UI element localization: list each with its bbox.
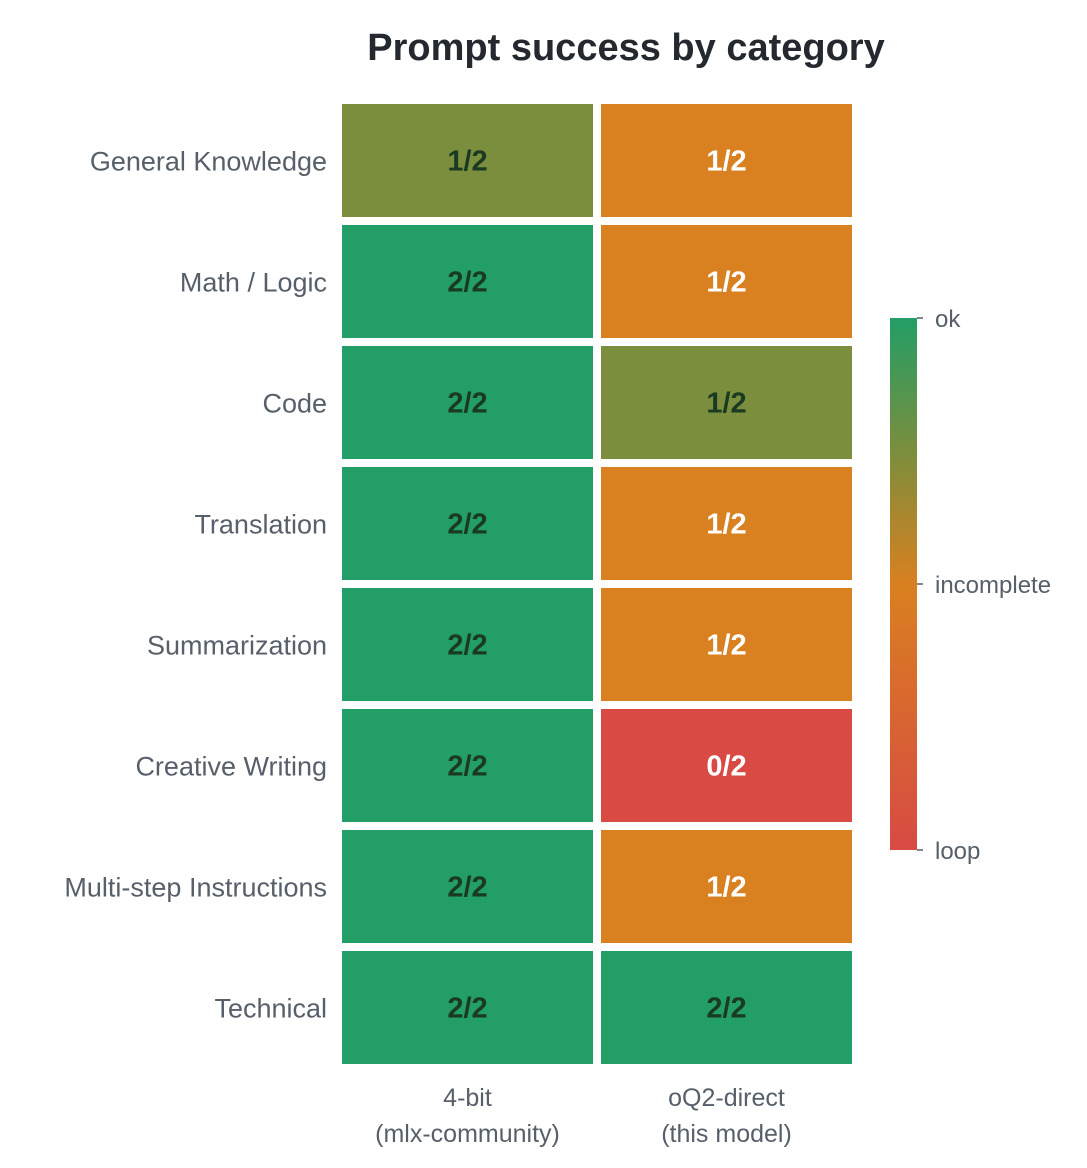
- heatmap-cell-rect: [342, 709, 593, 822]
- row-label-technical: Technical: [214, 994, 327, 1024]
- heatmap-cell-rect: [601, 225, 852, 338]
- row-label-multi-step-instructions: Multi-step Instructions: [64, 873, 327, 903]
- heatmap-cell: 2/2: [601, 951, 852, 1064]
- heatmap-cell-label: 2/2: [447, 267, 487, 299]
- chart-title: Prompt success by category: [367, 27, 884, 69]
- heatmap-cell-rect: [601, 588, 852, 701]
- column-labels: 4-bit (mlx-community) oQ2-direct (this mode…: [375, 1084, 792, 1148]
- heatmap-cell: 2/2: [342, 467, 593, 580]
- heatmap-cell: 1/2: [342, 104, 593, 217]
- heatmap-cell: 1/2: [601, 588, 852, 701]
- heatmap-cell-label: 1/2: [706, 267, 746, 299]
- column-label-line2: (this model): [661, 1120, 792, 1148]
- heatmap-cell-rect: [342, 588, 593, 701]
- row-label-code: Code: [262, 389, 327, 419]
- column-label-line1: oQ2-direct: [668, 1084, 785, 1112]
- heatmap-cell-rect: [601, 104, 852, 217]
- heatmap-cell: 1/2: [601, 467, 852, 580]
- row-label-summarization: Summarization: [147, 631, 327, 661]
- row-labels: General Knowledge Math / Logic Code Transla…: [64, 147, 327, 1024]
- heatmap-cell: 0/2: [601, 709, 852, 822]
- heatmap-cell-rect: [342, 346, 593, 459]
- heatmap-cell: 1/2: [601, 104, 852, 217]
- heatmap-cell-label: 0/2: [706, 751, 746, 783]
- heatmap-cell-rect: [342, 104, 593, 217]
- heatmap-cell-label: 1/2: [706, 388, 746, 420]
- heatmap-cell-label: 1/2: [706, 509, 746, 541]
- heatmap-cell-label: 2/2: [447, 751, 487, 783]
- heatmap-cell-label: 2/2: [447, 630, 487, 662]
- heatmap-cell: 2/2: [342, 709, 593, 822]
- heatmap-cell-label: 1/2: [706, 872, 746, 904]
- heatmap-cell: 2/2: [342, 951, 593, 1064]
- colorbar-tick-label: loop: [935, 838, 980, 865]
- heatmap-cell: 2/2: [342, 346, 593, 459]
- heatmap-cell-label: 1/2: [706, 630, 746, 662]
- row-label-general-knowledge: General Knowledge: [90, 147, 327, 177]
- heatmap-cell-rect: [342, 951, 593, 1064]
- row-label-creative-writing: Creative Writing: [135, 752, 327, 782]
- row-label-math-logic: Math / Logic: [180, 268, 327, 298]
- heatmap-cell: 1/2: [601, 830, 852, 943]
- heatmap-cell-rect: [342, 830, 593, 943]
- heatmap-cell-label: 1/2: [447, 146, 487, 178]
- colorbar-gradient: [890, 318, 917, 850]
- heatmap-cell-label: 2/2: [447, 993, 487, 1025]
- heatmap-cell-label: 2/2: [447, 388, 487, 420]
- heatmap-cell-rect: [601, 467, 852, 580]
- heatmap-cell-label: 1/2: [706, 146, 746, 178]
- heatmap-cell: 1/2: [601, 225, 852, 338]
- heatmap-cell-label: 2/2: [447, 872, 487, 904]
- heatmap-cell-rect: [601, 709, 852, 822]
- heatmap-cell-label: 2/2: [447, 509, 487, 541]
- heatmap-cell: 1/2: [601, 346, 852, 459]
- colorbar: ok incomplete loop: [890, 306, 1051, 865]
- heatmap-cell: 2/2: [342, 225, 593, 338]
- heatmap-cell-rect: [601, 346, 852, 459]
- heatmap-cell-rect: [601, 830, 852, 943]
- heatmap-cell-rect: [601, 951, 852, 1064]
- column-label-line1: 4-bit: [443, 1084, 492, 1112]
- column-label-line2: (mlx-community): [375, 1120, 560, 1148]
- heatmap-cell-label: 2/2: [706, 993, 746, 1025]
- colorbar-tick-label: incomplete: [935, 572, 1051, 599]
- colorbar-tick-label: ok: [935, 306, 961, 333]
- heatmap-cells: 1/2 1/2 2/2 1/2 2/2 1/2 2/2 1/2 2/2 1/2 2/2 0/2 2/2 1…: [342, 104, 852, 1064]
- heatmap-cell-rect: [342, 467, 593, 580]
- heatmap-cell-rect: [342, 225, 593, 338]
- row-label-translation: Translation: [194, 510, 327, 540]
- heatmap-cell: 2/2: [342, 588, 593, 701]
- heatmap-cell: 2/2: [342, 830, 593, 943]
